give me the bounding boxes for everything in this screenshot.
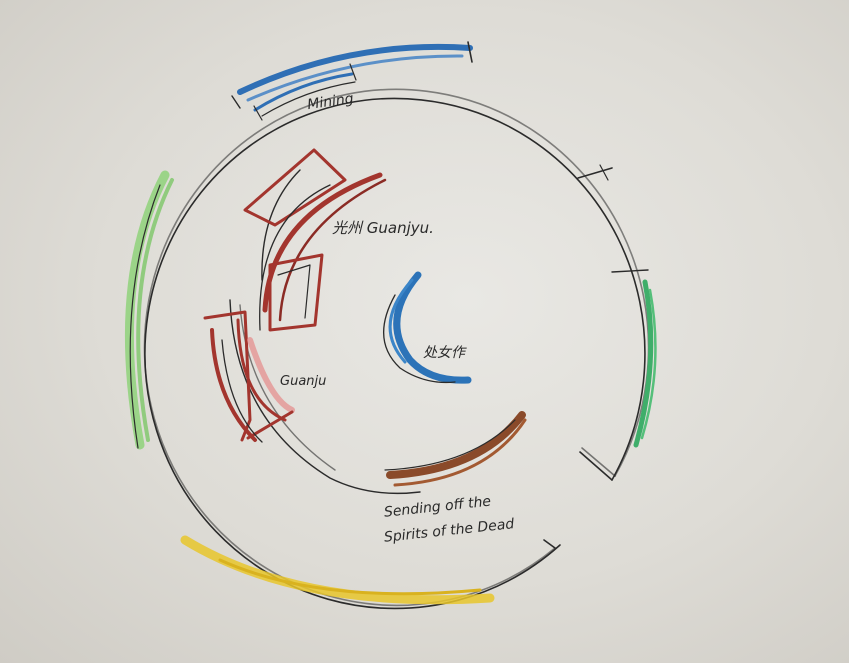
left-green-arc xyxy=(124,170,174,450)
center-blue-arc xyxy=(383,271,472,384)
guanjyu-label: 光州 Guanjyu. xyxy=(332,219,434,237)
sending-label-line2: Spirits of the Dead xyxy=(383,516,515,546)
yellow-arc xyxy=(180,535,495,605)
guanjyu-block xyxy=(243,148,387,332)
right-green-arc xyxy=(577,164,657,448)
sending-label-line1: Sending off the xyxy=(383,494,492,521)
mining-arc xyxy=(231,41,473,121)
brown-arc xyxy=(384,411,527,487)
mining-label: Mining xyxy=(306,91,354,113)
center-label: 处女作 xyxy=(423,345,467,361)
inner-ring xyxy=(229,169,421,495)
guanju-block xyxy=(203,310,295,443)
guanju-label: Guanju xyxy=(280,374,326,389)
